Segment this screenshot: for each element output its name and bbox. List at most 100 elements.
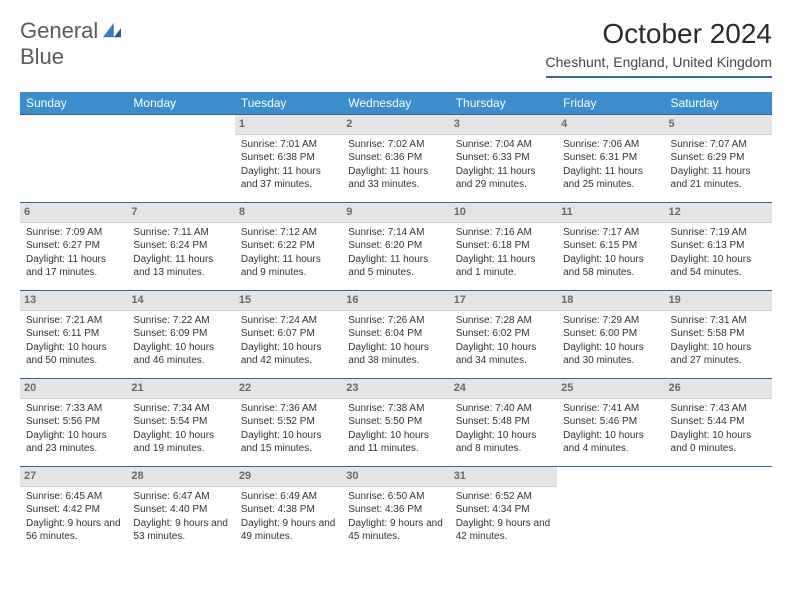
sunrise-text: Sunrise: 7:07 AM (671, 138, 766, 152)
sunset-text: Sunset: 5:54 PM (133, 415, 228, 429)
day-number: 17 (450, 291, 557, 311)
daylight-text: Daylight: 10 hours and 54 minutes. (671, 253, 766, 280)
calendar-day-cell (665, 467, 772, 555)
daylight-text: Daylight: 10 hours and 46 minutes. (133, 341, 228, 368)
day-number: 7 (127, 203, 234, 223)
daylight-text: Daylight: 11 hours and 1 minute. (456, 253, 551, 280)
sunrise-text: Sunrise: 7:34 AM (133, 402, 228, 416)
sunset-text: Sunset: 6:11 PM (26, 327, 121, 341)
day-number: 9 (342, 203, 449, 223)
calendar-week-row: 20Sunrise: 7:33 AMSunset: 5:56 PMDayligh… (20, 379, 772, 467)
calendar-week-row: 27Sunrise: 6:45 AMSunset: 4:42 PMDayligh… (20, 467, 772, 555)
calendar-day-cell: 17Sunrise: 7:28 AMSunset: 6:02 PMDayligh… (450, 291, 557, 379)
weekday-header: Wednesday (342, 92, 449, 115)
calendar-day-cell: 2Sunrise: 7:02 AMSunset: 6:36 PMDaylight… (342, 115, 449, 203)
daylight-text: Daylight: 10 hours and 11 minutes. (348, 429, 443, 456)
calendar-day-cell: 8Sunrise: 7:12 AMSunset: 6:22 PMDaylight… (235, 203, 342, 291)
brand-line2: Blue (20, 44, 64, 69)
calendar-day-cell: 10Sunrise: 7:16 AMSunset: 6:18 PMDayligh… (450, 203, 557, 291)
day-number: 22 (235, 379, 342, 399)
sunset-text: Sunset: 6:07 PM (241, 327, 336, 341)
day-number: 5 (665, 115, 772, 135)
weekday-header: Friday (557, 92, 664, 115)
sunrise-text: Sunrise: 7:28 AM (456, 314, 551, 328)
daylight-text: Daylight: 9 hours and 49 minutes. (241, 517, 336, 544)
sunset-text: Sunset: 6:29 PM (671, 151, 766, 165)
sunrise-text: Sunrise: 7:22 AM (133, 314, 228, 328)
brand-mark-icon (103, 22, 121, 38)
sunrise-text: Sunrise: 7:33 AM (26, 402, 121, 416)
calendar-day-cell: 21Sunrise: 7:34 AMSunset: 5:54 PMDayligh… (127, 379, 234, 467)
day-number: 12 (665, 203, 772, 223)
daylight-text: Daylight: 11 hours and 17 minutes. (26, 253, 121, 280)
calendar-day-cell: 12Sunrise: 7:19 AMSunset: 6:13 PMDayligh… (665, 203, 772, 291)
sunset-text: Sunset: 5:52 PM (241, 415, 336, 429)
daylight-text: Daylight: 10 hours and 42 minutes. (241, 341, 336, 368)
day-number: 23 (342, 379, 449, 399)
day-number: 24 (450, 379, 557, 399)
sunset-text: Sunset: 6:24 PM (133, 239, 228, 253)
daylight-text: Daylight: 9 hours and 45 minutes. (348, 517, 443, 544)
calendar-week-row: 6Sunrise: 7:09 AMSunset: 6:27 PMDaylight… (20, 203, 772, 291)
header-bar: General Blue October 2024 Cheshunt, Engl… (20, 18, 772, 78)
weekday-header: Tuesday (235, 92, 342, 115)
calendar-day-cell: 7Sunrise: 7:11 AMSunset: 6:24 PMDaylight… (127, 203, 234, 291)
daylight-text: Daylight: 9 hours and 53 minutes. (133, 517, 228, 544)
sunset-text: Sunset: 6:20 PM (348, 239, 443, 253)
sunset-text: Sunset: 6:04 PM (348, 327, 443, 341)
day-number: 20 (20, 379, 127, 399)
calendar-day-cell: 9 Sunrise: 7:14 AMSunset: 6:20 PMDaylight… (342, 203, 449, 291)
sunrise-text: Sunrise: 7:36 AM (241, 402, 336, 416)
sunrise-text: Sunrise: 7:17 AM (563, 226, 658, 240)
sunrise-text: Sunrise: 7:40 AM (456, 402, 551, 416)
weekday-header: Monday (127, 92, 234, 115)
calendar-day-cell: 13Sunrise: 7:21 AMSunset: 6:11 PMDayligh… (20, 291, 127, 379)
calendar-day-cell: 11Sunrise: 7:17 AMSunset: 6:15 PMDayligh… (557, 203, 664, 291)
day-number: 4 (557, 115, 664, 135)
calendar-week-row: 13Sunrise: 7:21 AMSunset: 6:11 PMDayligh… (20, 291, 772, 379)
sunset-text: Sunset: 6:15 PM (563, 239, 658, 253)
day-number: 16 (342, 291, 449, 311)
sunset-text: Sunset: 6:38 PM (241, 151, 336, 165)
sunrise-text: Sunrise: 7:31 AM (671, 314, 766, 328)
calendar-table: SundayMondayTuesdayWednesdayThursdayFrid… (20, 92, 772, 555)
daylight-text: Daylight: 9 hours and 42 minutes. (456, 517, 551, 544)
calendar-day-cell: 28Sunrise: 6:47 AMSunset: 4:40 PMDayligh… (127, 467, 234, 555)
daylight-text: Daylight: 11 hours and 29 minutes. (456, 165, 551, 192)
daylight-text: Daylight: 9 hours and 56 minutes. (26, 517, 121, 544)
weekday-header: Thursday (450, 92, 557, 115)
sunrise-text: Sunrise: 7:24 AM (241, 314, 336, 328)
daylight-text: Daylight: 11 hours and 21 minutes. (671, 165, 766, 192)
calendar-day-cell: 23Sunrise: 7:38 AMSunset: 5:50 PMDayligh… (342, 379, 449, 467)
sunrise-text: Sunrise: 7:43 AM (671, 402, 766, 416)
daylight-text: Daylight: 10 hours and 58 minutes. (563, 253, 658, 280)
sunrise-text: Sunrise: 7:06 AM (563, 138, 658, 152)
sunset-text: Sunset: 6:13 PM (671, 239, 766, 253)
sunset-text: Sunset: 6:27 PM (26, 239, 121, 253)
day-number: 26 (665, 379, 772, 399)
daylight-text: Daylight: 10 hours and 0 minutes. (671, 429, 766, 456)
sunrise-text: Sunrise: 7:26 AM (348, 314, 443, 328)
sunset-text: Sunset: 5:56 PM (26, 415, 121, 429)
sunrise-text: Sunrise: 7:29 AM (563, 314, 658, 328)
sunset-text: Sunset: 6:36 PM (348, 151, 443, 165)
calendar-day-cell: 24Sunrise: 7:40 AMSunset: 5:48 PMDayligh… (450, 379, 557, 467)
sunset-text: Sunset: 4:38 PM (241, 503, 336, 517)
calendar-day-cell (127, 115, 234, 203)
daylight-text: Daylight: 11 hours and 5 minutes. (348, 253, 443, 280)
sunrise-text: Sunrise: 7:02 AM (348, 138, 443, 152)
sunrise-text: Sunrise: 7:14 AM (348, 226, 443, 240)
day-number: 30 (342, 467, 449, 487)
sunset-text: Sunset: 6:09 PM (133, 327, 228, 341)
brand-line1: General (20, 18, 98, 43)
sunrise-text: Sunrise: 6:50 AM (348, 490, 443, 504)
calendar-day-cell: 31Sunrise: 6:52 AMSunset: 4:34 PMDayligh… (450, 467, 557, 555)
calendar-day-cell (20, 115, 127, 203)
sunset-text: Sunset: 6:31 PM (563, 151, 658, 165)
calendar-day-cell: 25Sunrise: 7:41 AMSunset: 5:46 PMDayligh… (557, 379, 664, 467)
calendar-body: 1Sunrise: 7:01 AMSunset: 6:38 PMDaylight… (20, 115, 772, 555)
daylight-text: Daylight: 10 hours and 19 minutes. (133, 429, 228, 456)
calendar-day-cell: 3Sunrise: 7:04 AMSunset: 6:33 PMDaylight… (450, 115, 557, 203)
sunset-text: Sunset: 4:36 PM (348, 503, 443, 517)
daylight-text: Daylight: 10 hours and 23 minutes. (26, 429, 121, 456)
